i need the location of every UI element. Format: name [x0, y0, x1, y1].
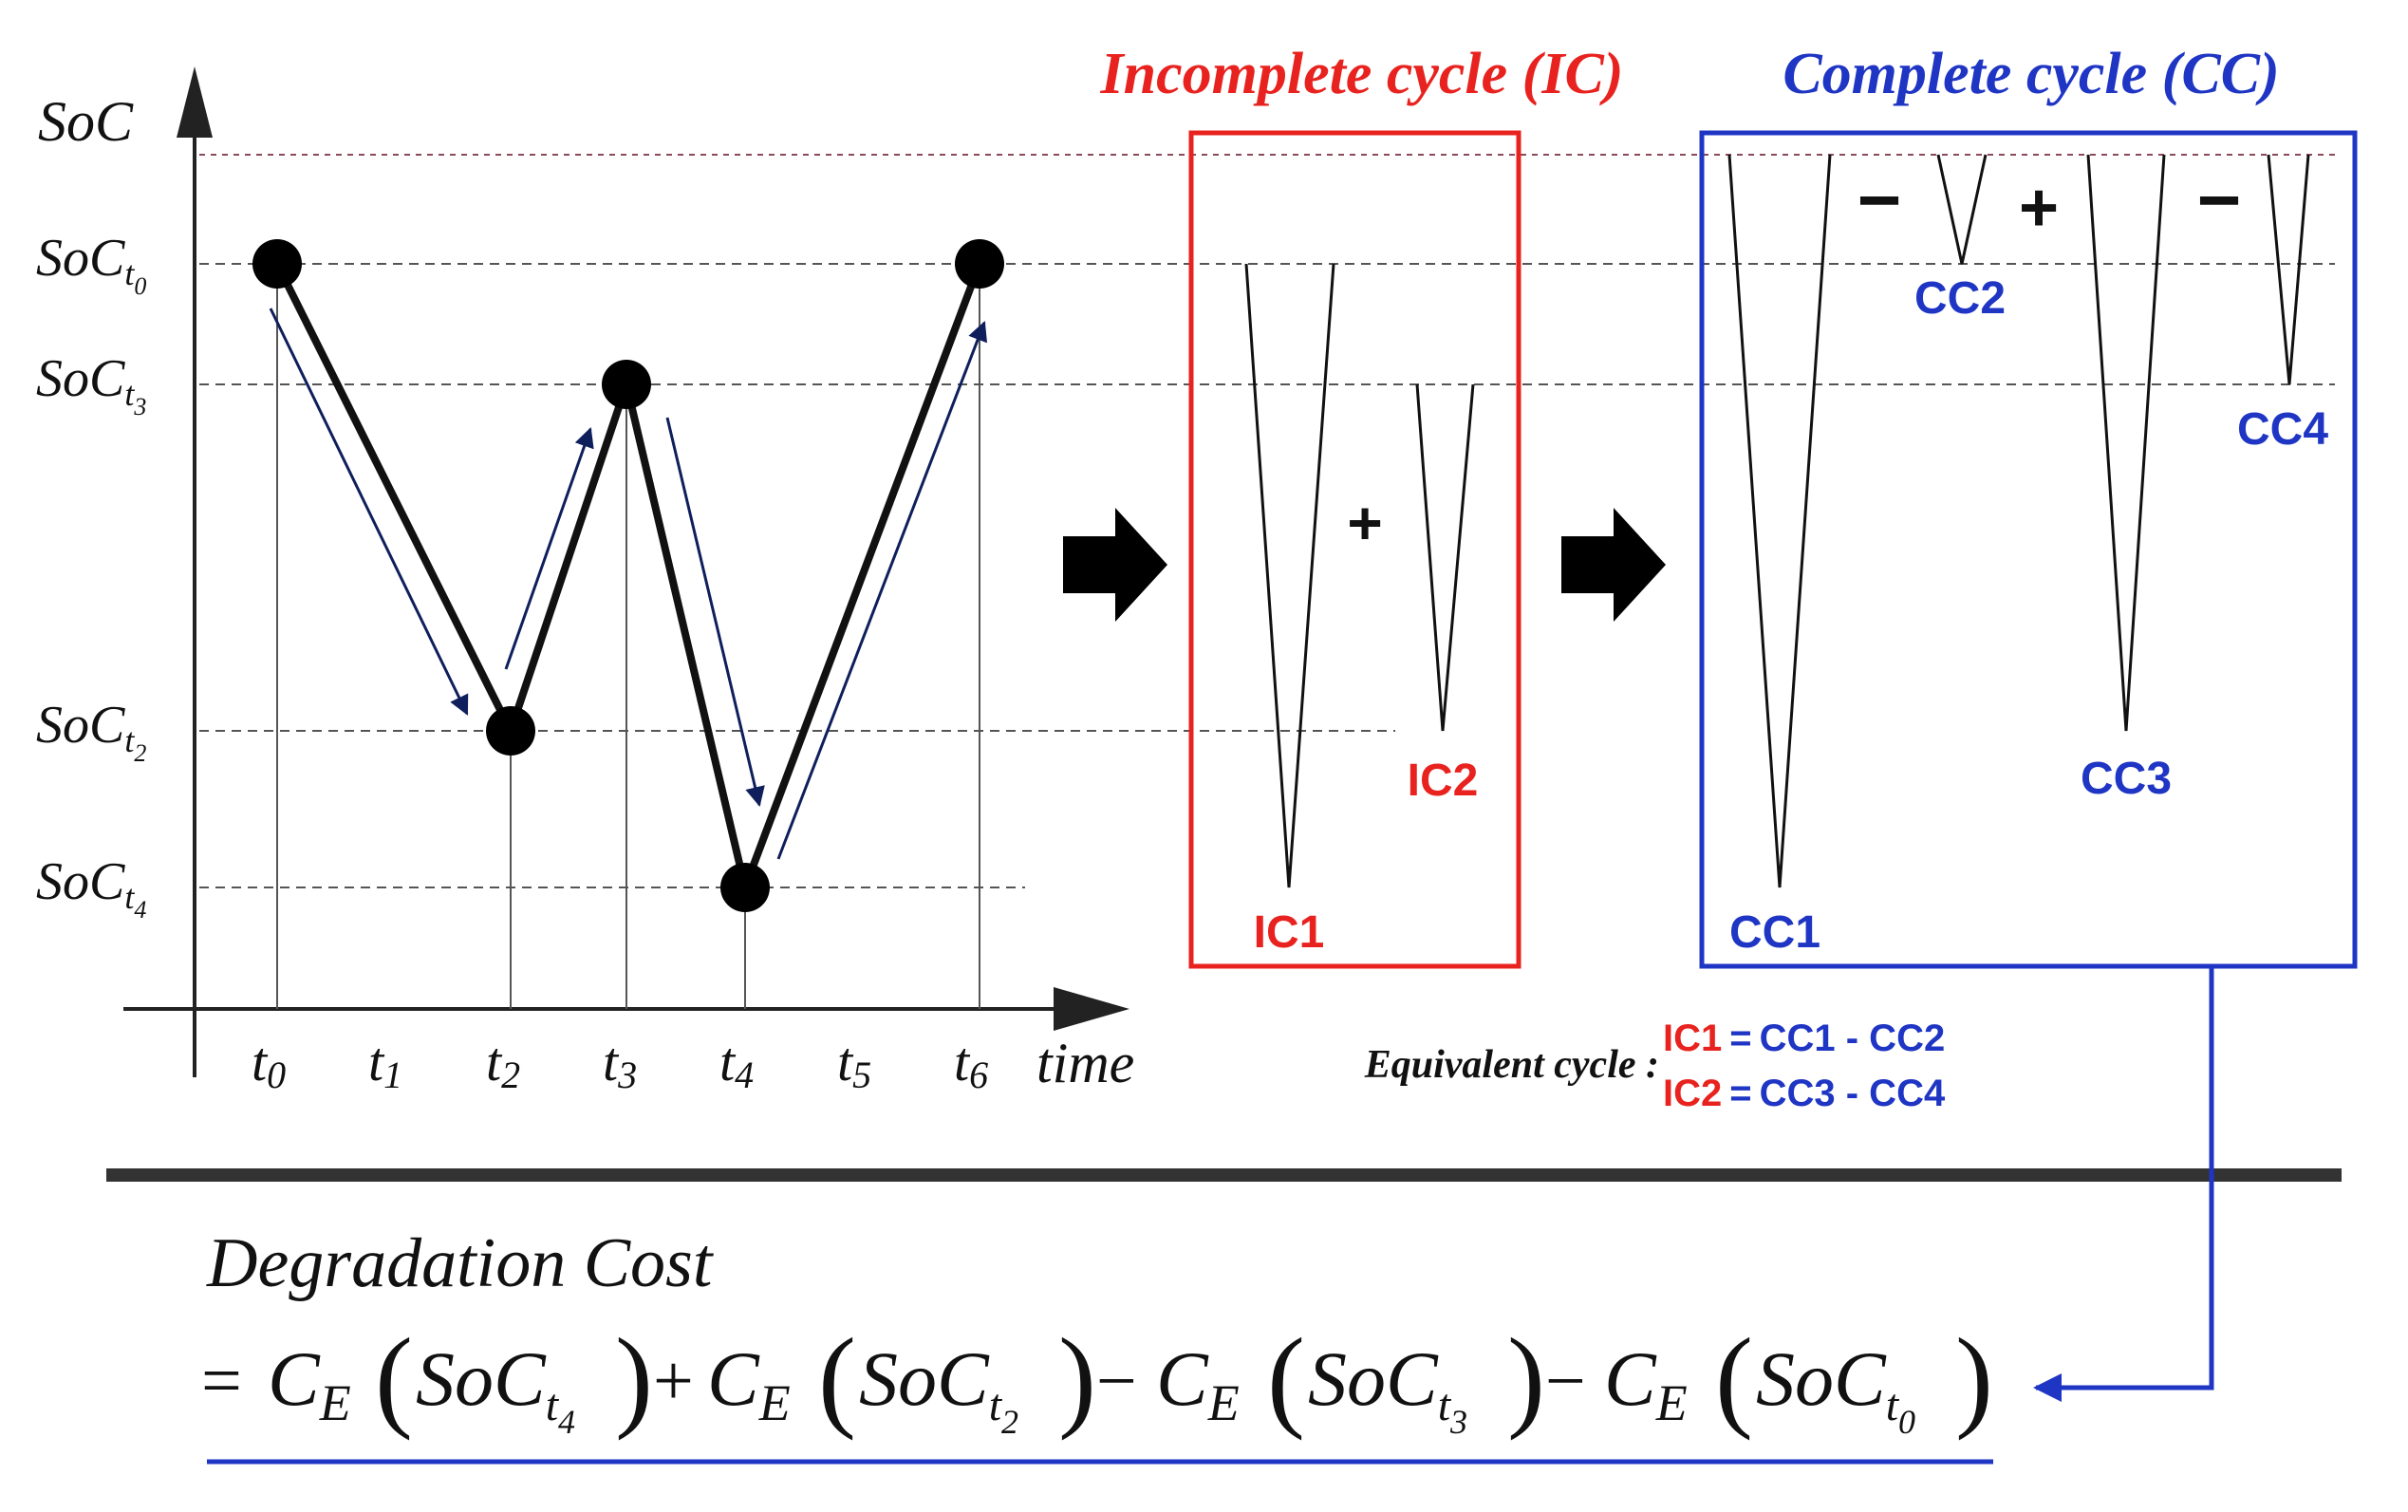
term-4-lparen: ( — [1715, 1315, 1753, 1441]
point-t4 — [720, 863, 770, 912]
charge-arrow-1 — [504, 427, 594, 670]
time-tick-t2: t2 — [486, 1031, 520, 1096]
soc-time-chart: SoC time SoCt0 SoCt3 SoCt2 SoCt4 t0 t1 t… — [36, 66, 1134, 1096]
term-3-arg: SoCt3 — [1308, 1335, 1467, 1441]
point-t0 — [252, 239, 302, 289]
x-axis-title: time — [1036, 1032, 1134, 1094]
soc-label-t3: SoCt3 — [36, 349, 146, 420]
term-1-fn: CE — [268, 1335, 351, 1431]
formula-title: Degradation Cost — [206, 1224, 715, 1302]
cc3-shape — [2086, 154, 2166, 732]
cc-title: Complete cycle (CC) — [1783, 42, 2279, 106]
connector-arrow — [2033, 966, 2214, 1402]
soc-level-labels: SoCt0 SoCt3 SoCt2 SoCt4 — [36, 229, 146, 924]
time-tick-t3: t3 — [603, 1031, 637, 1096]
point-t6 — [955, 239, 1004, 289]
direction-arrows — [269, 308, 988, 860]
profile-points — [252, 239, 1004, 912]
equivalent-row-1: IC1 = CC1 - CC2 — [1663, 1017, 1945, 1059]
block-arrow-right-2 — [1561, 508, 1666, 622]
equivalent-cycle: Equivalent cycle : IC1 = CC1 - CC2 IC2 = CC3… — [1364, 1017, 1946, 1114]
term-1-rparen: ) — [615, 1315, 653, 1441]
term-2-arg: SoCt2 — [859, 1335, 1018, 1441]
cc-op-minus-1: − — [1857, 158, 1902, 242]
ic1-label: IC1 — [1254, 907, 1325, 958]
discharge-arrow-1 — [269, 308, 469, 716]
cc-box — [1699, 130, 2358, 969]
soc-label-t2: SoCt2 — [36, 696, 146, 767]
term-4-sign: − — [1545, 1341, 1586, 1421]
term-3-fn: CE — [1156, 1335, 1240, 1431]
soc-label-t4: SoCt4 — [36, 852, 146, 924]
ic-box — [1188, 130, 1521, 969]
cc2-label: CC2 — [1914, 273, 2006, 324]
y-axis-title: SoC — [38, 90, 134, 153]
charge-arrow-2 — [776, 321, 988, 860]
equivalent-row-2: IC2 = CC3 - CC4 — [1663, 1073, 1946, 1114]
point-t2 — [486, 706, 535, 756]
cc-op-plus: + — [2019, 170, 2059, 246]
term-3-sign: − — [1096, 1341, 1137, 1421]
discharge-arrow-2 — [665, 417, 765, 808]
term-4-arg: SoCt0 — [1756, 1335, 1915, 1441]
term-2-sign: + — [653, 1341, 694, 1421]
section-divider — [106, 1168, 2342, 1182]
block-arrow-right-1 — [1063, 508, 1167, 622]
cc-op-minus-2: − — [2197, 158, 2242, 242]
cc4-label: CC4 — [2237, 404, 2328, 455]
ic-title: Incomplete cycle (IC) — [1100, 42, 1624, 106]
time-guides — [276, 264, 980, 1009]
term-1-arg: SoCt4 — [416, 1335, 575, 1441]
term-2-lparen: ( — [818, 1315, 856, 1441]
x-axis-arrowhead — [1054, 987, 1129, 1031]
ic1-shape — [1244, 263, 1335, 888]
complete-cycle-panel: Complete cycle (CC) − + − CC1 CC2 CC3 CC… — [1699, 42, 2358, 969]
soc-label-t0: SoCt0 — [36, 229, 146, 300]
cc1-shape — [1727, 154, 1832, 888]
cc1-label: CC1 — [1729, 907, 1820, 958]
ic2-shape — [1415, 383, 1475, 732]
term-3-lparen: ( — [1267, 1315, 1305, 1441]
cc2-shape — [1936, 154, 1988, 265]
equivalent-prefix: Equivalent cycle : — [1364, 1043, 1659, 1087]
incomplete-cycle-panel: Incomplete cycle (IC) + IC1 IC2 — [1100, 42, 1624, 969]
term-2-rparen: ) — [1058, 1315, 1096, 1441]
term-2-fn: CE — [707, 1335, 791, 1431]
time-tick-t4: t4 — [719, 1031, 754, 1096]
cc4-shape — [2267, 154, 2310, 385]
term-3-rparen: ) — [1507, 1315, 1545, 1441]
term-4-rparen: ) — [1955, 1315, 1993, 1441]
soc-profile-line — [273, 262, 983, 901]
ic-plus: + — [1347, 489, 1382, 557]
time-tick-labels: t0 t1 t2 t3 t4 t5 t6 — [252, 1031, 988, 1096]
y-axis-arrowhead — [177, 66, 213, 138]
ic2-label: IC2 — [1408, 756, 1479, 806]
cc3-label: CC3 — [2081, 754, 2172, 804]
point-t3 — [602, 360, 651, 409]
formula-equals: = — [201, 1341, 242, 1421]
term-4-fn: CE — [1604, 1335, 1688, 1431]
time-tick-t0: t0 — [252, 1031, 286, 1096]
time-tick-t6: t6 — [954, 1031, 988, 1096]
term-1-lparen: ( — [375, 1315, 413, 1441]
level-reference-lines — [199, 154, 2335, 888]
degradation-cost-formula: Degradation Cost = CE ( SoCt4 ) + CE ( S… — [201, 1224, 1993, 1465]
time-tick-t5: t5 — [837, 1031, 871, 1096]
time-tick-t1: t1 — [368, 1031, 402, 1096]
